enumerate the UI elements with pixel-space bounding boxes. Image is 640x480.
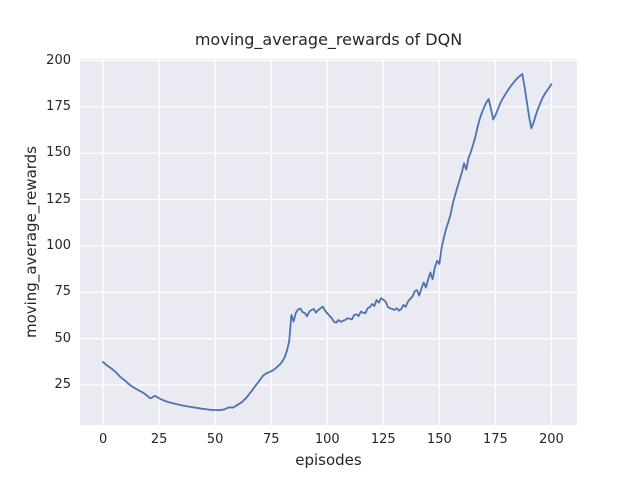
y-tick-label: 50 bbox=[54, 330, 71, 346]
y-tick-label: 175 bbox=[46, 98, 71, 114]
y-tick-label: 75 bbox=[54, 284, 71, 300]
plot-area bbox=[80, 59, 577, 425]
y-tick-label: 100 bbox=[46, 237, 71, 253]
x-tick-label: 100 bbox=[314, 432, 340, 447]
x-tick-label: 150 bbox=[426, 432, 452, 447]
y-tick-label: 125 bbox=[46, 191, 71, 207]
x-tick-label: 175 bbox=[482, 432, 508, 447]
x-tick-label: 50 bbox=[206, 432, 224, 447]
data-line bbox=[102, 73, 553, 412]
y-tick-label: 200 bbox=[46, 52, 71, 68]
chart-title: moving_average_rewards of DQN bbox=[194, 30, 463, 49]
x-tick-label: 125 bbox=[370, 432, 396, 447]
x-tick-label: 0 bbox=[98, 432, 108, 447]
x-tick-label: 200 bbox=[539, 432, 564, 447]
y-tick-label: 25 bbox=[54, 376, 71, 392]
x-tick-label: 75 bbox=[262, 432, 280, 447]
y-tick-label: 150 bbox=[46, 145, 71, 161]
x-tick-label: 25 bbox=[150, 432, 168, 447]
x-axis-label: episodes bbox=[295, 451, 362, 469]
